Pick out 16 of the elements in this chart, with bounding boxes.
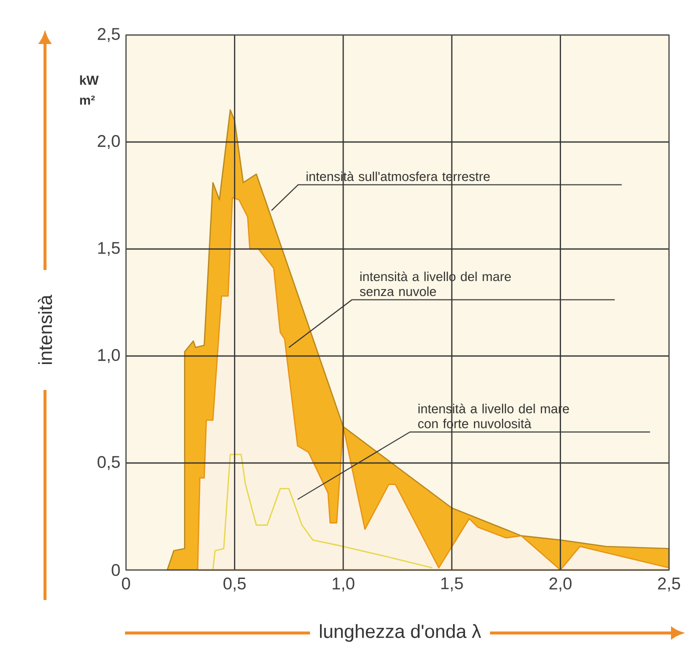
y-axis-title: intensità bbox=[38, 294, 52, 364]
x-tick-label: 2,0 bbox=[549, 578, 572, 592]
x-tick-label: 1,0 bbox=[332, 578, 354, 592]
y-tick-label: 2,0 bbox=[98, 134, 120, 149]
y-tick-label: 0 bbox=[112, 564, 120, 576]
x-axis-title: lunghezza d'onda λ bbox=[320, 624, 482, 642]
y-tick-label: 2,5 bbox=[98, 28, 120, 42]
x-tick-label: 0,5 bbox=[223, 578, 246, 592]
x-tick-label: 0 bbox=[122, 578, 130, 590]
y-tick-label: 1,5 bbox=[98, 242, 120, 256]
x-tick-label: 1,5 bbox=[441, 578, 463, 592]
y-tick-label: 0,5 bbox=[98, 456, 120, 470]
x-tick-label: 2,5 bbox=[658, 578, 680, 592]
line-series bbox=[212, 454, 433, 571]
text: kW m² bbox=[80, 75, 99, 105]
y-tick-label: 1,0 bbox=[98, 348, 120, 363]
